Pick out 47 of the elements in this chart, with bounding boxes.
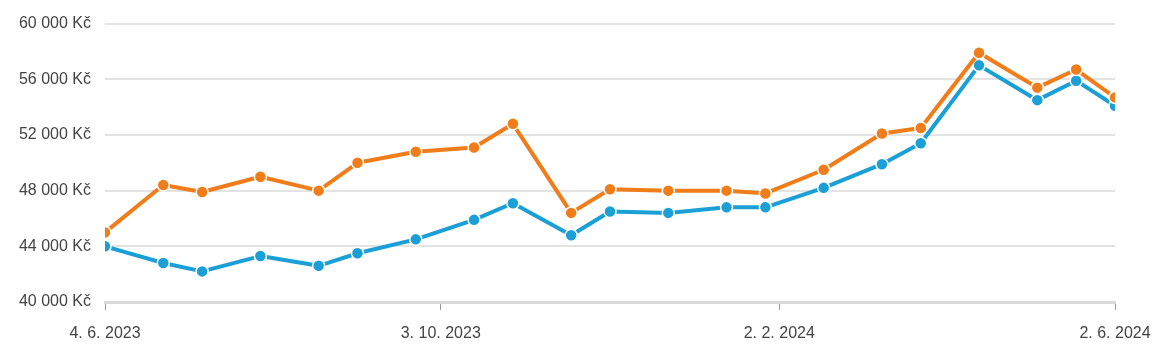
point [816,163,831,177]
point [661,206,676,220]
point [467,213,481,227]
point [156,178,171,192]
point [467,140,481,155]
point [972,46,986,60]
point [253,249,268,263]
point [195,185,209,199]
x-tick-label: 3. 10. 2023 [400,324,481,342]
y-tick-label: 40 000 Kč [18,292,91,310]
point [311,259,326,273]
y-tick-label: 56 000 Kč [18,69,91,87]
point [506,117,520,131]
point [719,200,734,215]
y-tick-label: 48 000 Kč [18,181,91,199]
point [506,196,520,210]
point [914,136,928,151]
point [1069,62,1083,77]
y-tick-label: 44 000 Kč [18,236,91,254]
point [409,232,423,247]
point [564,228,578,242]
x-tick-label: 2. 6. 2024 [1079,324,1151,342]
point [661,183,676,198]
point [156,256,171,270]
point [350,246,365,261]
point [875,157,889,171]
y-tick-label: 60 000 Kč [18,14,91,32]
point [875,126,889,141]
point [758,200,773,215]
point [350,156,365,170]
x-tick-label: 4. 6. 2023 [69,324,141,342]
point [409,144,423,159]
point [758,186,773,201]
point [564,206,578,220]
x-tick-label: 2. 2. 2024 [743,324,815,342]
point [914,121,928,135]
point [972,58,986,73]
point [195,264,209,279]
point [253,169,268,184]
y-tick-label: 52 000 Kč [18,125,91,143]
point [1030,93,1045,107]
point [1030,80,1045,95]
point [603,182,617,196]
point [719,183,734,198]
point [816,181,831,195]
point [311,183,326,198]
point [603,204,617,219]
